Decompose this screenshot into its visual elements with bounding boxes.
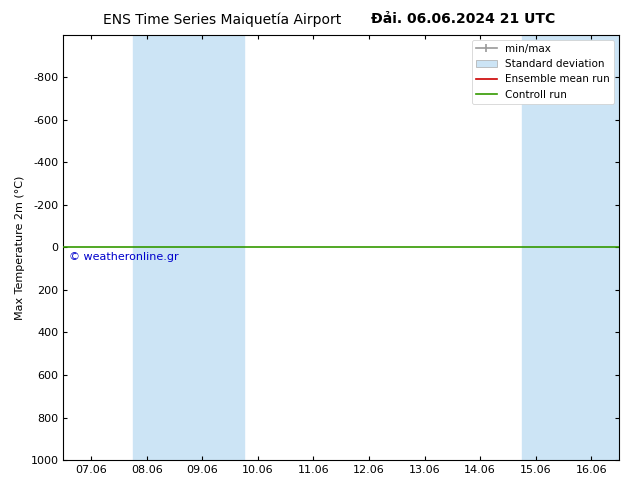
Bar — [133, 35, 188, 460]
Text: Đải. 06.06.2024 21 UTC: Đải. 06.06.2024 21 UTC — [371, 12, 555, 26]
Bar — [578, 35, 633, 460]
Legend: min/max, Standard deviation, Ensemble mean run, Controll run: min/max, Standard deviation, Ensemble me… — [472, 40, 614, 104]
Text: © weatheronline.gr: © weatheronline.gr — [69, 252, 179, 262]
Bar — [522, 35, 578, 460]
Text: ENS Time Series Maiquetía Airport: ENS Time Series Maiquetía Airport — [103, 12, 341, 27]
Y-axis label: Max Temperature 2m (°C): Max Temperature 2m (°C) — [15, 175, 25, 319]
Bar — [188, 35, 244, 460]
